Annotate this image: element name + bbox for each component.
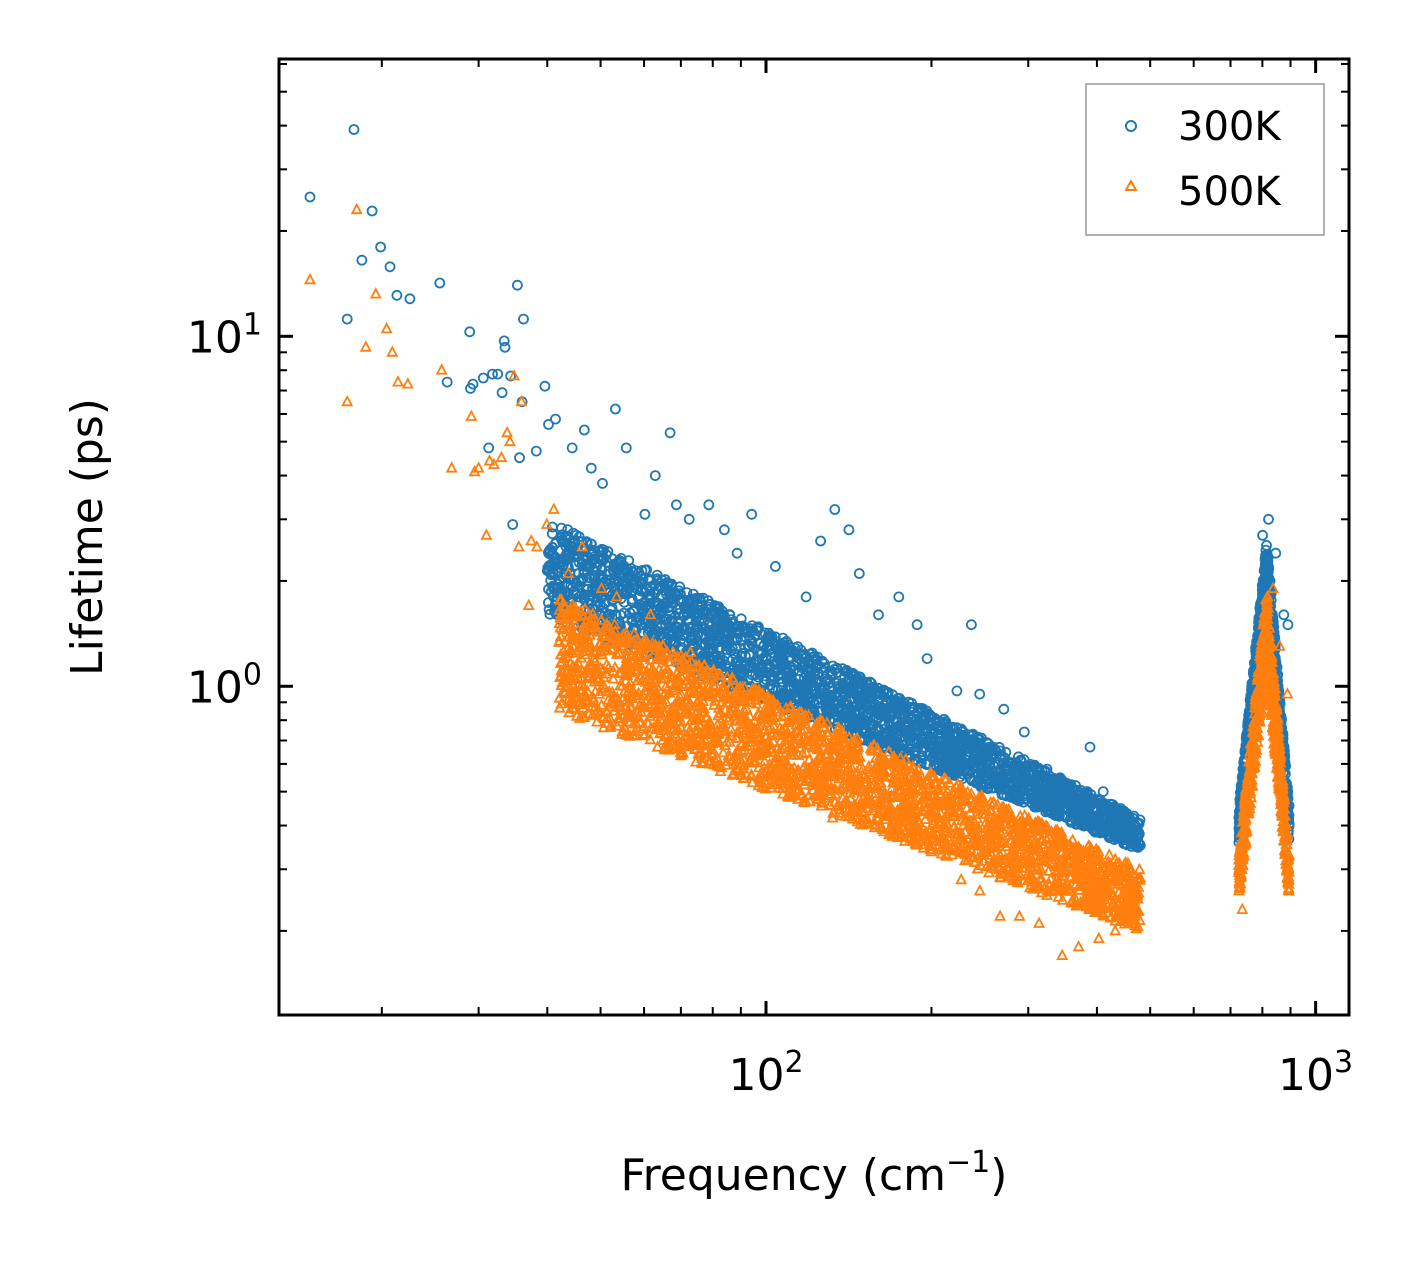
data-point <box>731 547 743 559</box>
data-point <box>1278 609 1290 621</box>
data-point <box>664 427 676 439</box>
data-point <box>391 289 403 301</box>
data-point <box>639 508 651 520</box>
data-point <box>998 703 1010 715</box>
data-point <box>514 452 525 464</box>
data-point <box>1097 786 1109 797</box>
data-point <box>683 513 695 525</box>
data-point <box>341 313 353 325</box>
data-point <box>304 191 316 203</box>
data-point <box>746 508 758 520</box>
data-point <box>404 293 416 305</box>
data-point <box>626 593 638 605</box>
data-point <box>375 241 387 253</box>
data-point <box>873 609 884 621</box>
data-point <box>1018 726 1030 738</box>
data-point <box>1133 862 1146 875</box>
data-point <box>366 205 378 217</box>
data-point <box>620 442 632 454</box>
data-point <box>499 341 511 353</box>
data-point <box>518 313 529 325</box>
data-point <box>640 614 651 626</box>
data-point <box>1282 619 1294 631</box>
data-point <box>1084 741 1096 753</box>
data-point <box>843 524 855 536</box>
data-point <box>543 604 555 615</box>
data-point <box>893 591 905 603</box>
data-point <box>483 442 495 454</box>
data-point <box>911 619 923 631</box>
data-point <box>719 524 730 536</box>
data-point <box>813 683 825 694</box>
data-point <box>649 470 661 482</box>
data-point <box>770 561 781 572</box>
data-point <box>556 522 567 534</box>
data-point <box>566 442 578 454</box>
data-point <box>974 688 986 700</box>
data-point <box>1270 547 1282 559</box>
data-point <box>597 477 608 489</box>
data-point <box>671 499 682 511</box>
data-point <box>674 581 686 593</box>
data-point <box>496 387 508 399</box>
data-point <box>1132 842 1144 853</box>
data-point <box>829 504 841 515</box>
data-point <box>580 558 592 570</box>
data-point <box>951 685 963 697</box>
data-point <box>477 372 489 384</box>
data-point <box>530 445 542 457</box>
data-point <box>651 573 663 585</box>
data-point <box>512 279 523 291</box>
data-point <box>585 462 597 474</box>
data-point <box>539 380 551 392</box>
data-point <box>464 326 476 338</box>
data-point <box>594 599 606 611</box>
data-point <box>578 424 590 436</box>
data-point <box>441 376 453 388</box>
data-point <box>356 254 368 266</box>
data-point <box>703 499 715 511</box>
data-point <box>615 609 626 621</box>
data-point <box>550 413 561 425</box>
plot-area <box>304 124 1295 960</box>
data-point <box>889 722 901 734</box>
data-point <box>610 403 621 415</box>
data-point <box>921 653 933 664</box>
data-point <box>769 631 781 643</box>
data-point <box>384 261 396 273</box>
data-point <box>853 568 865 579</box>
data-point <box>815 535 826 547</box>
data-point <box>543 583 554 595</box>
data-point <box>800 591 812 603</box>
data-point <box>966 619 977 631</box>
data-point <box>434 277 446 289</box>
data-point <box>348 124 360 135</box>
data-point <box>507 519 519 530</box>
data-point <box>1263 513 1274 525</box>
series-300k-points <box>304 124 1295 853</box>
data-point <box>1257 529 1268 541</box>
